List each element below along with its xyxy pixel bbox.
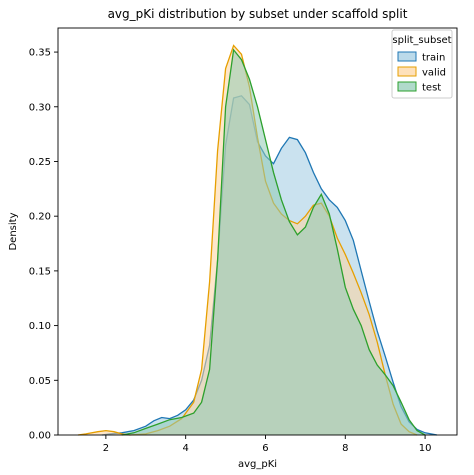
y-axis-label: Density — [8, 212, 19, 250]
legend-swatch-test — [397, 81, 417, 92]
y-tick-label: 0.25 — [29, 157, 51, 168]
plot-area: 2 4 6 8 10 0.00 0.05 0.10 0.15 0.20 0.25 0.30 0.35 — [29, 27, 458, 454]
x-tick-label: 4 — [182, 443, 188, 454]
y-tick-label: 0.15 — [29, 266, 51, 277]
y-tick-label: 0.00 — [29, 431, 51, 442]
x-tick-label: 6 — [262, 443, 268, 454]
y-tick-label: 0.05 — [29, 376, 51, 387]
y-tick-label: 0.35 — [29, 48, 51, 59]
legend: split_subset train valid test — [391, 29, 453, 99]
legend-label-train: train — [422, 53, 445, 64]
legend-box — [391, 29, 453, 99]
legend-title: split_subset — [392, 35, 451, 46]
x-tick-label: 10 — [419, 443, 432, 454]
legend-swatch-valid — [397, 66, 417, 77]
legend-label-valid: valid — [422, 68, 446, 79]
chart-title: avg_pKi distribution by subset under sca… — [108, 7, 408, 21]
legend-label-test: test — [422, 83, 441, 94]
density-line-train — [101, 95, 438, 436]
x-tick-label: 8 — [342, 443, 348, 454]
y-tick-label: 0.10 — [29, 321, 51, 332]
density-area-test — [121, 49, 426, 436]
legend-swatch-train — [397, 51, 417, 62]
x-axis-label: avg_pKi — [238, 459, 277, 470]
axes-frame — [57, 27, 458, 436]
y-tick-label: 0.20 — [29, 212, 51, 223]
density-line-test — [121, 48, 426, 436]
x-tick-label: 2 — [103, 443, 109, 454]
y-tick-label: 0.30 — [29, 102, 51, 113]
